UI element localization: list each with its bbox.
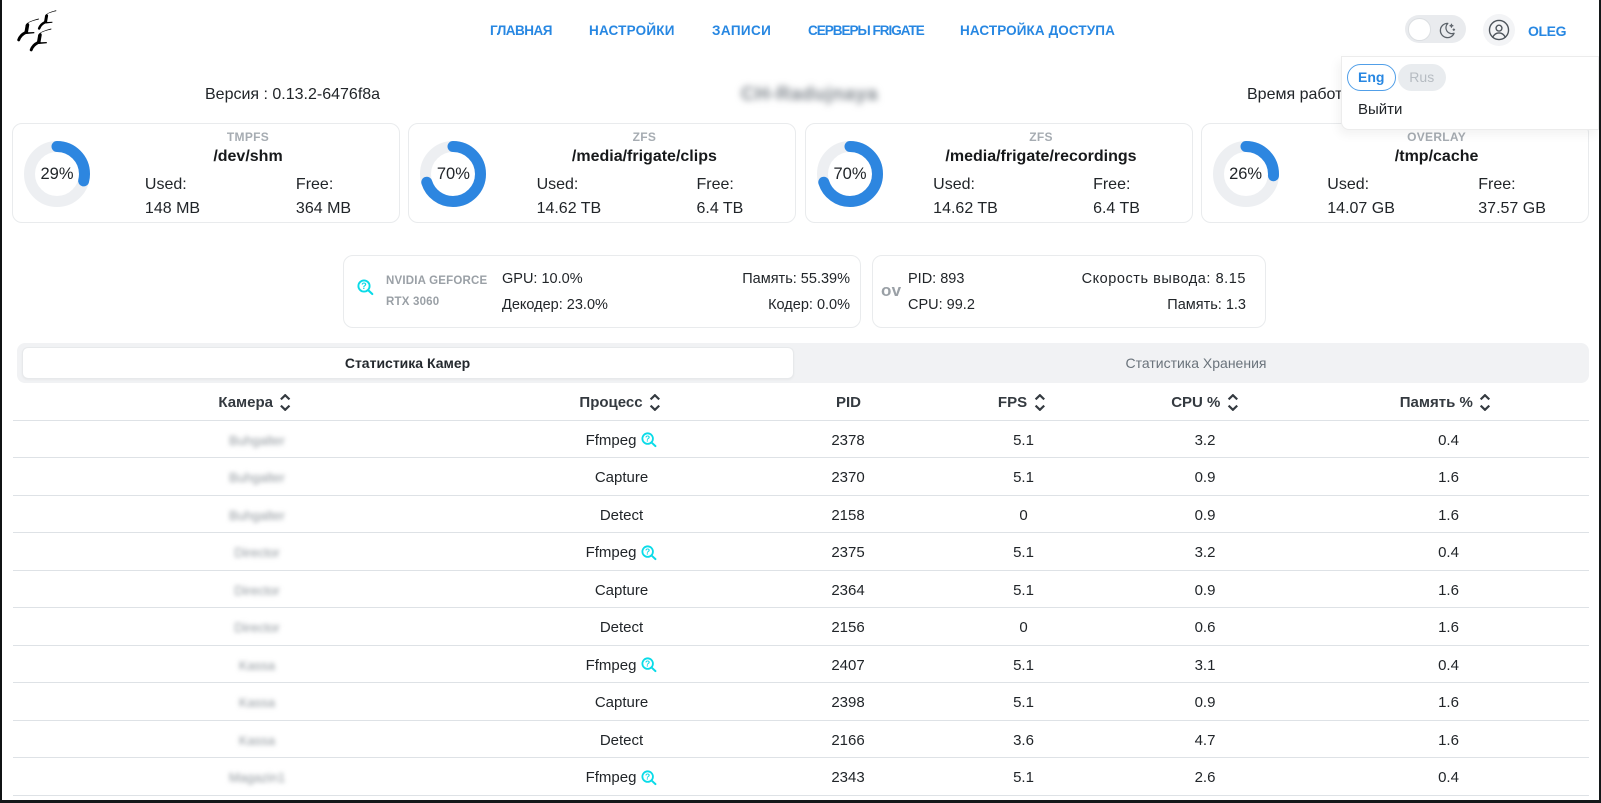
svg-text:?: ? <box>645 434 650 444</box>
svg-text:?: ? <box>361 281 367 291</box>
svg-text:?: ? <box>645 546 650 556</box>
svg-text:?: ? <box>645 659 650 669</box>
svg-text:?: ? <box>645 771 650 781</box>
